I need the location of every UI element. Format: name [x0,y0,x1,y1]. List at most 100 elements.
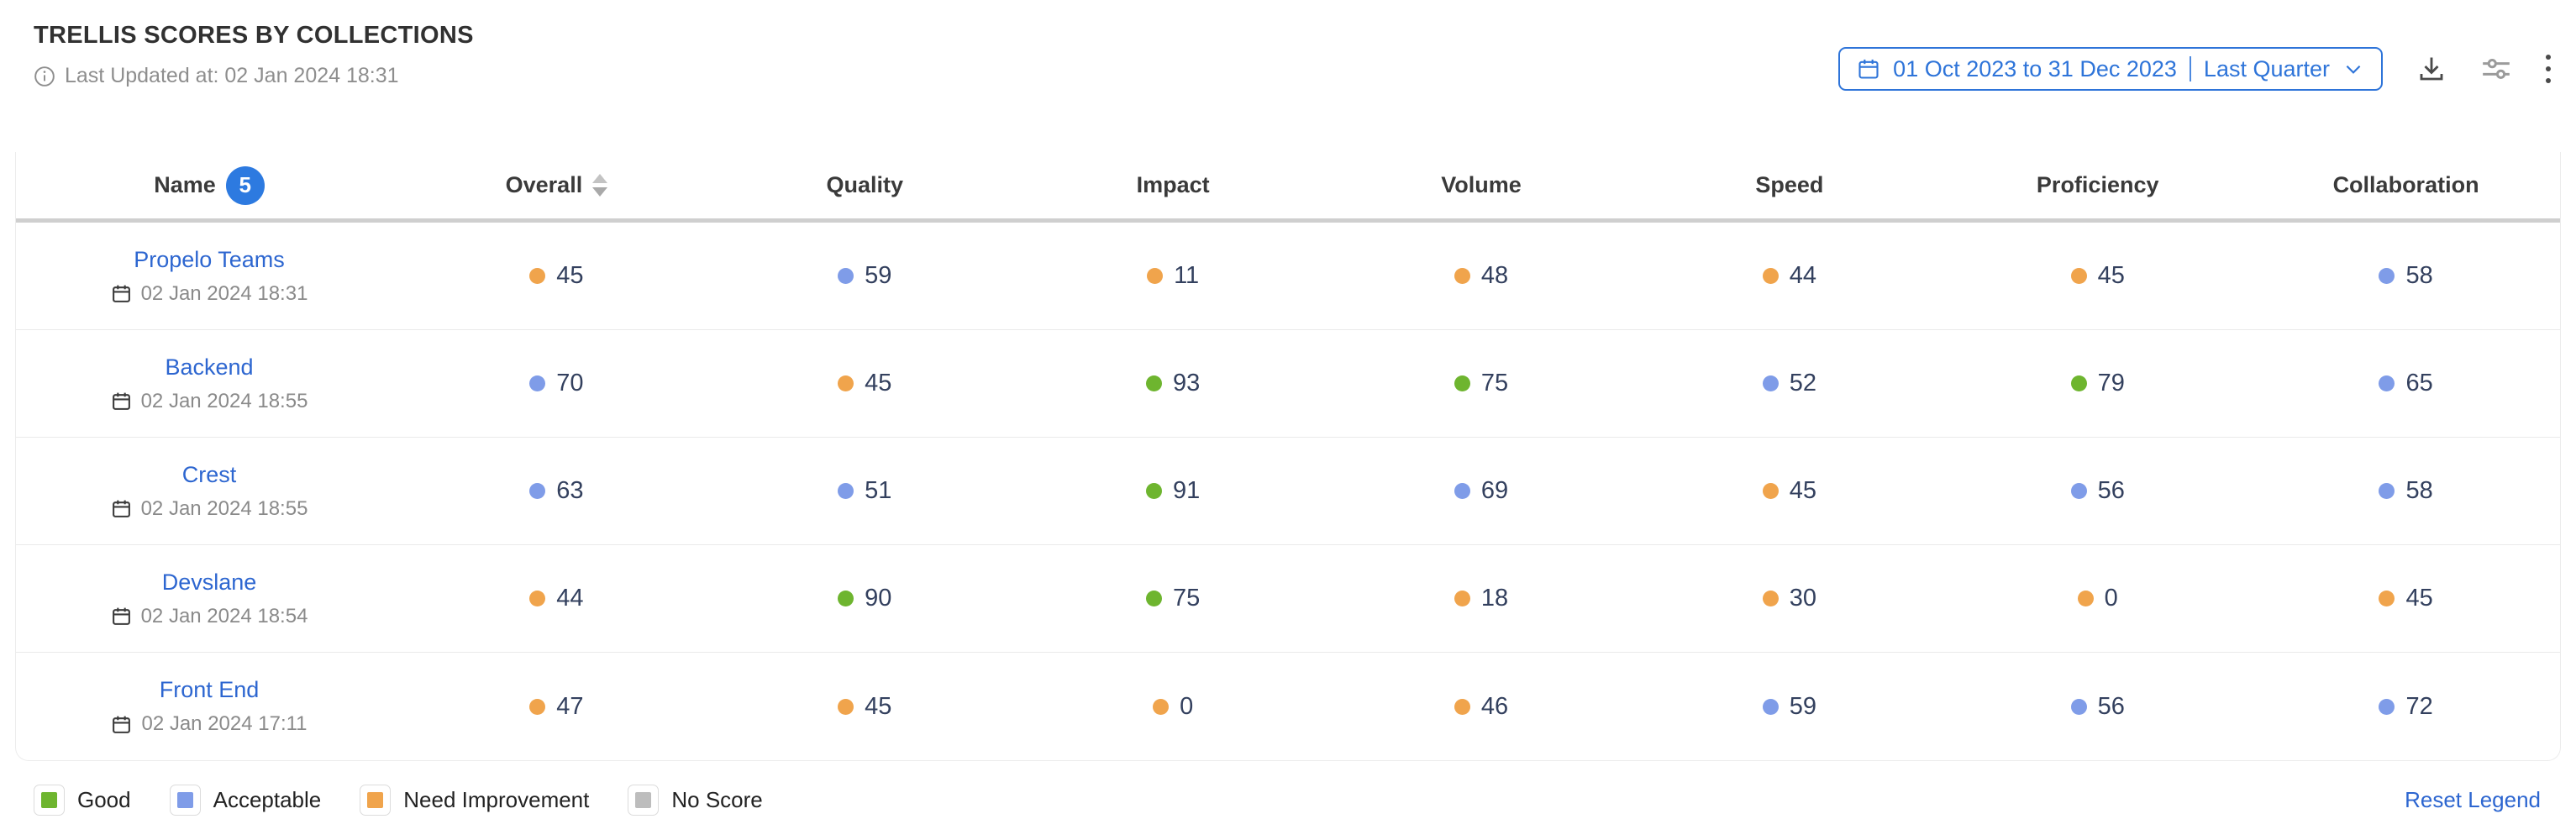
score-value: 52 [1789,370,1816,396]
score-value: 72 [2405,692,2433,720]
score-cell: 48 [1327,262,1636,290]
score-value: 47 [556,692,584,720]
score-value: 56 [2097,692,2125,720]
name-cell: Propelo Teams 02 Jan 2024 18:31 [16,247,402,306]
legend-label: Need Improvement [403,787,590,812]
collection-link[interactable]: Propelo Teams [134,246,285,272]
score-dot [838,375,854,391]
sliders-icon [2483,59,2510,79]
legend-label: Acceptable [213,787,322,812]
trellis-scores-table: Name 5 Overall Quality Impact Volume Spe… [15,152,2561,761]
sort-icon[interactable] [592,174,608,197]
score-value: 69 [1480,477,1509,504]
last-updated: Last Updated at: 02 Jan 2024 18:31 [34,64,2554,88]
legend-item-acceptable[interactable]: Acceptable [169,785,322,816]
score-dot [529,591,546,606]
score-dot [838,268,854,284]
column-header-label: Overall [505,172,583,197]
row-timestamp: 02 Jan 2024 18:55 [111,390,308,413]
score-cell: 59 [711,262,1019,290]
collection-link[interactable]: Crest [181,461,237,487]
score-cell: 65 [2252,370,2560,397]
score-dot [1762,591,1779,606]
score-cell: 69 [1327,477,1636,505]
score-dot [838,698,854,715]
score-cell: 0 [1943,585,2252,612]
legend-item-need-improvement[interactable]: Need Improvement [360,785,589,816]
calendar-icon [1858,59,1879,79]
column-header-label: Quality [826,172,904,197]
score-value: 45 [556,262,584,289]
score-cell: 79 [1943,370,2252,397]
calendar-icon [112,500,130,517]
settings-button[interactable] [2480,53,2512,85]
date-range-picker[interactable]: 01 Oct 2023 to 31 Dec 2023 Last Quarter [1838,47,2383,91]
row-timestamp: 02 Jan 2024 18:54 [111,605,308,628]
score-value: 0 [2104,585,2118,612]
score-cell: 90 [711,585,1019,612]
row-timestamp-text: 02 Jan 2024 18:54 [140,604,308,627]
row-timestamp-text: 02 Jan 2024 17:11 [141,712,308,735]
score-value: 0 [1180,692,1194,720]
table-row: Crest 02 Jan 2024 18:55 63 51 91 69 45 5… [16,438,2560,545]
collection-link[interactable]: Front End [159,677,260,702]
score-cell: 45 [2252,585,2560,612]
page-title: TRELLIS SCORES BY COLLECTIONS [34,22,474,49]
score-dot [1762,483,1779,499]
score-dot [2070,375,2087,391]
score-cell: 70 [402,370,711,397]
name-cell: Devslane 02 Jan 2024 18:54 [16,570,402,628]
score-value: 93 [1173,370,1201,396]
score-dot [2379,268,2395,284]
reset-legend-link[interactable]: Reset Legend [2405,787,2541,812]
legend-item-no-score[interactable]: No Score [628,785,763,816]
more-options-button[interactable] [2546,55,2551,83]
collection-link[interactable]: Devslane [161,569,257,595]
score-value: 58 [2405,477,2433,504]
score-dot [1146,483,1162,499]
score-cell: 45 [711,370,1019,397]
score-dot [1454,483,1470,499]
score-value: 48 [1480,262,1509,289]
column-header-overall[interactable]: Overall [402,172,711,198]
score-value: 51 [865,477,892,504]
score-dot [1454,268,1470,284]
row-timestamp: 02 Jan 2024 18:55 [111,497,308,521]
score-cell: 46 [1327,693,1636,721]
score-cell: 45 [1635,477,1943,505]
column-header-label: Volume [1441,172,1522,197]
column-header-impact: Impact [1019,172,1327,198]
legend-item-good[interactable]: Good [34,785,131,816]
legend-label: No Score [671,787,763,812]
score-value: 30 [1789,585,1816,612]
score-dot [1454,375,1470,391]
table-row: Propelo Teams 02 Jan 2024 18:31 45 59 11… [16,223,2560,330]
column-header-volume: Volume [1327,172,1636,198]
calendar-icon [112,285,130,302]
row-timestamp-text: 02 Jan 2024 18:55 [140,496,308,520]
score-value: 63 [556,477,584,504]
download-button[interactable] [2416,54,2447,84]
score-value: 44 [556,585,584,612]
count-badge: 5 [225,165,265,205]
date-range-text: 01 Oct 2023 to 31 Dec 2023 [1893,55,2177,81]
score-cell: 11 [1019,262,1327,290]
score-dot [1454,591,1470,606]
column-header-name: Name 5 [16,165,402,205]
collection-link[interactable]: Backend [165,354,254,380]
legend-label: Good [77,787,131,812]
score-dot [1762,375,1779,391]
widget-header: TRELLIS SCORES BY COLLECTIONS Last Updat… [0,0,2576,91]
score-value: 45 [1789,477,1816,504]
column-header-label: Speed [1755,172,1824,197]
score-cell: 47 [402,693,711,721]
score-dot [1454,698,1470,715]
score-cell: 63 [402,477,711,505]
score-dot [2070,483,2087,499]
column-header-speed: Speed [1635,172,1943,198]
score-value: 44 [1789,262,1816,289]
date-preset-label: Last Quarter [2203,55,2330,81]
score-cell: 0 [1019,693,1327,721]
chevron-down-icon [2346,65,2361,74]
score-dot [529,483,546,499]
